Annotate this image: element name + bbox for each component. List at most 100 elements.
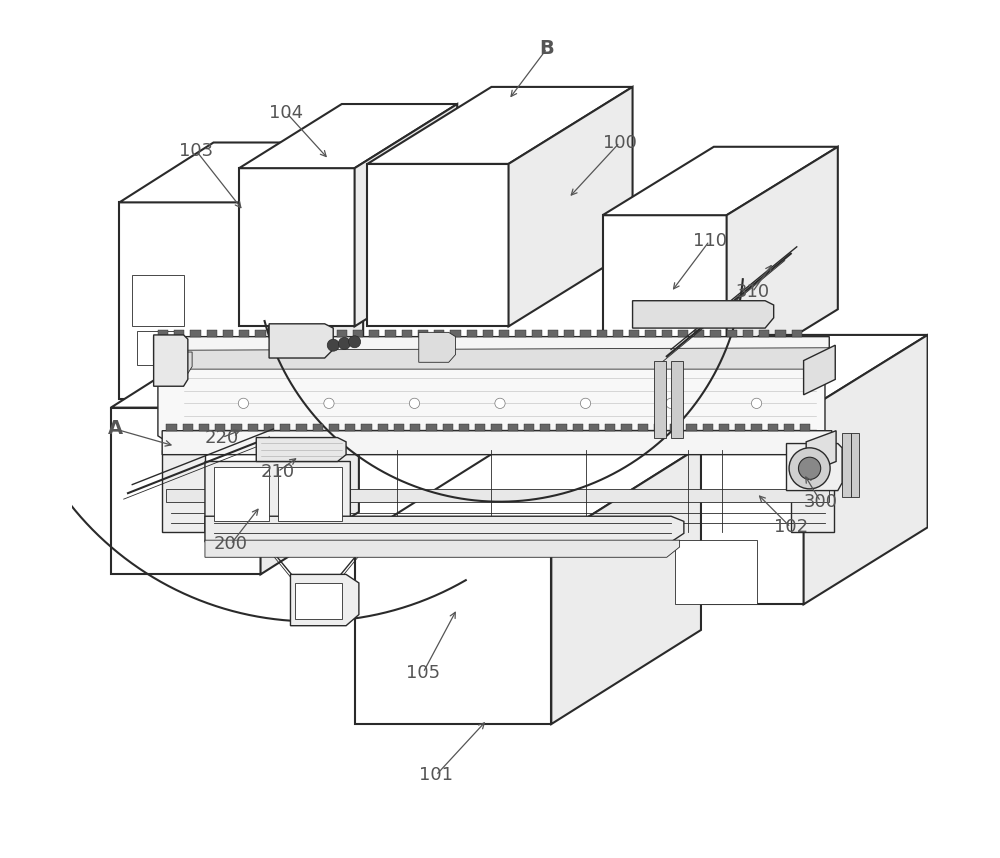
Bar [678, 329, 688, 336]
Polygon shape [675, 541, 757, 604]
Text: A: A [108, 420, 123, 438]
Bar [654, 424, 664, 431]
Bar [199, 424, 209, 431]
Bar [215, 424, 225, 431]
Bar [743, 329, 753, 336]
Bar [280, 424, 290, 431]
Bar [248, 424, 258, 431]
Bar [703, 424, 713, 431]
Bar [564, 329, 574, 336]
Bar [735, 424, 745, 431]
Bar [426, 424, 437, 431]
Polygon shape [367, 87, 633, 164]
Polygon shape [804, 335, 928, 604]
Bar [467, 329, 477, 336]
Bar [768, 424, 778, 431]
Bar [483, 329, 493, 336]
Polygon shape [637, 412, 804, 604]
Bar [645, 329, 656, 336]
Polygon shape [205, 517, 684, 542]
Polygon shape [509, 87, 633, 326]
Bar [450, 329, 461, 336]
Bar [638, 424, 648, 431]
Bar [800, 424, 810, 431]
Polygon shape [162, 431, 832, 455]
Bar [580, 329, 591, 336]
Bar [158, 329, 168, 336]
Polygon shape [603, 147, 838, 215]
Bar [670, 424, 680, 431]
Bar [573, 424, 583, 431]
Bar [223, 329, 233, 336]
Bar [775, 329, 786, 336]
Bar [556, 424, 567, 431]
Polygon shape [111, 408, 261, 574]
Polygon shape [637, 335, 928, 412]
Polygon shape [355, 104, 457, 326]
Bar [337, 329, 347, 336]
Polygon shape [205, 541, 680, 558]
Bar [190, 329, 201, 336]
Bar [459, 424, 469, 431]
Bar [207, 329, 217, 336]
Bar [710, 329, 721, 336]
Polygon shape [132, 275, 184, 326]
Polygon shape [165, 352, 192, 373]
Bar [524, 424, 534, 431]
Bar [654, 360, 666, 438]
Circle shape [349, 335, 361, 347]
Text: 104: 104 [269, 104, 303, 122]
Bar [313, 424, 323, 431]
Polygon shape [727, 147, 838, 378]
Bar [296, 424, 307, 431]
Bar [540, 424, 550, 431]
Circle shape [798, 457, 821, 480]
Polygon shape [137, 330, 179, 365]
Polygon shape [290, 574, 359, 625]
Bar [418, 329, 428, 336]
Polygon shape [551, 446, 701, 724]
Text: 100: 100 [603, 134, 637, 152]
Polygon shape [269, 142, 363, 399]
Polygon shape [269, 323, 333, 358]
Text: 102: 102 [774, 518, 808, 536]
Text: 105: 105 [406, 664, 440, 682]
Bar [759, 329, 769, 336]
Bar [499, 329, 509, 336]
Bar [515, 329, 526, 336]
Bar [508, 424, 518, 431]
Bar [345, 424, 355, 431]
Bar [851, 433, 859, 498]
Bar [434, 329, 444, 336]
Polygon shape [205, 462, 350, 532]
Bar [329, 424, 339, 431]
Text: 103: 103 [179, 142, 213, 160]
Text: 300: 300 [804, 492, 838, 511]
Polygon shape [804, 345, 835, 395]
Bar [842, 433, 851, 498]
Bar [166, 424, 177, 431]
Text: 210: 210 [261, 462, 295, 480]
Bar [402, 329, 412, 336]
Bar [597, 329, 607, 336]
Polygon shape [154, 335, 188, 386]
Polygon shape [119, 202, 269, 399]
Polygon shape [367, 164, 509, 326]
Bar [532, 329, 542, 336]
Bar [694, 329, 704, 336]
Bar [369, 329, 379, 336]
Bar [548, 329, 558, 336]
Bar [629, 329, 639, 336]
Polygon shape [154, 347, 829, 369]
Circle shape [324, 398, 334, 408]
Polygon shape [154, 336, 829, 360]
Bar [353, 329, 363, 336]
Polygon shape [239, 104, 457, 168]
Bar [174, 329, 184, 336]
Circle shape [789, 448, 830, 489]
Text: 310: 310 [735, 283, 769, 301]
Bar [443, 424, 453, 431]
Bar [589, 424, 599, 431]
Bar [410, 424, 420, 431]
Bar [727, 329, 737, 336]
